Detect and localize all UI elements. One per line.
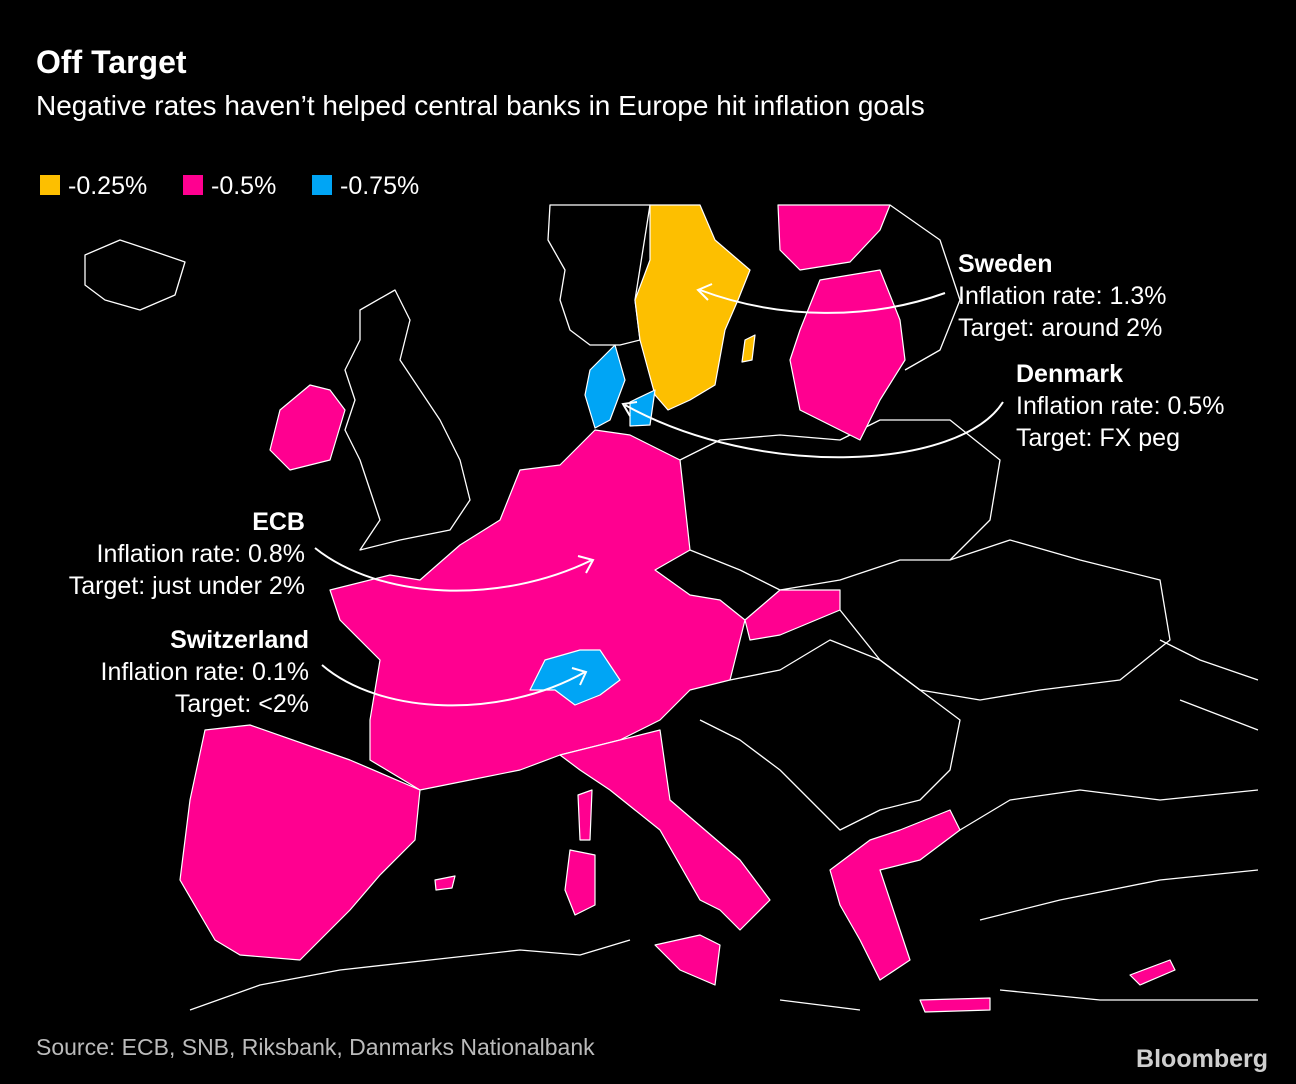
legend-swatch	[40, 175, 60, 195]
africa-coast	[189, 939, 1258, 1011]
cyprus	[1129, 959, 1176, 986]
italy	[559, 729, 771, 931]
arrowhead	[577, 555, 595, 574]
uk	[344, 289, 471, 551]
arrowhead	[571, 667, 588, 686]
sicily	[654, 934, 721, 986]
denmark	[584, 344, 626, 429]
sardinia	[564, 849, 596, 916]
iberia	[179, 724, 421, 961]
annotation-line: Inflation rate: 0.5%	[1016, 392, 1224, 420]
balearics	[434, 875, 456, 891]
sweden	[634, 204, 751, 411]
finland	[777, 204, 891, 271]
slovakia	[744, 589, 841, 641]
eurozone-core	[329, 429, 746, 791]
annotation-line: Inflation rate: 0.1%	[101, 658, 309, 686]
annotations: Sweden Inflation rate: 1.3% Target: arou…	[69, 250, 1225, 718]
arrowhead	[696, 283, 713, 301]
greece	[829, 809, 961, 981]
arrowhead	[621, 401, 638, 417]
annotation-line: Target: <2%	[175, 690, 309, 718]
gotland	[741, 334, 756, 363]
ireland	[269, 384, 346, 471]
annotation-line: Inflation rate: 1.3%	[958, 282, 1166, 310]
russia-border	[889, 204, 961, 371]
norway	[547, 204, 651, 346]
legend-label: -0.5%	[211, 172, 276, 200]
annotation-title: Denmark	[1016, 360, 1123, 388]
arrow-ecb	[314, 547, 593, 592]
legend-swatch	[183, 175, 203, 195]
legend: -0.25% -0.5% -0.75%	[40, 172, 419, 200]
turkey	[959, 789, 1259, 921]
annotation-line: Target: just under 2%	[69, 572, 305, 600]
belarus-poland	[679, 419, 1001, 591]
annotation-line: Target: around 2%	[958, 314, 1162, 342]
arrow-denmark	[624, 401, 1004, 459]
legend-swatch	[312, 175, 332, 195]
arrow-sweden	[699, 289, 946, 314]
arrow-switzerland	[321, 664, 586, 707]
legend-label: -0.75%	[340, 172, 419, 200]
source: Source: ECB, SNB, Riksbank, Danmarks Nat…	[36, 1034, 595, 1060]
balkans	[699, 639, 961, 831]
title: Off Target	[36, 44, 187, 80]
crete	[919, 997, 991, 1013]
annotation-line: Inflation rate: 0.8%	[97, 540, 305, 568]
annotation-line: Target: FX peg	[1016, 424, 1180, 452]
logo: Bloomberg	[1136, 1045, 1268, 1073]
legend-label: -0.25%	[68, 172, 147, 200]
annotation-title: Switzerland	[170, 626, 309, 654]
iceland	[84, 239, 186, 311]
annotation-title: ECB	[252, 508, 305, 536]
black-sea-coast	[1159, 639, 1259, 731]
annotation-title: Sweden	[958, 250, 1052, 278]
corsica	[577, 789, 593, 841]
map	[84, 204, 1259, 1013]
subtitle: Negative rates haven’t helped central ba…	[36, 90, 925, 121]
